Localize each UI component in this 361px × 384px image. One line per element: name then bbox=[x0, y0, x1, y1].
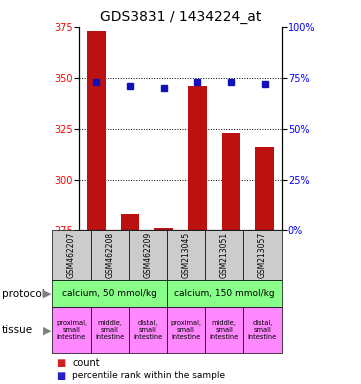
Text: middle,
small
intestine: middle, small intestine bbox=[95, 320, 124, 340]
Bar bbox=[222, 133, 240, 230]
Text: protocol: protocol bbox=[2, 289, 44, 299]
Text: GSM462209: GSM462209 bbox=[143, 232, 152, 278]
Text: ■: ■ bbox=[56, 371, 65, 381]
Text: middle,
small
intestine: middle, small intestine bbox=[210, 320, 239, 340]
Text: count: count bbox=[72, 358, 100, 368]
Text: GSM213057: GSM213057 bbox=[258, 232, 267, 278]
Text: GSM213051: GSM213051 bbox=[220, 232, 229, 278]
Text: proximal,
small
intestine: proximal, small intestine bbox=[56, 320, 87, 340]
Text: ■: ■ bbox=[56, 358, 65, 368]
Text: percentile rank within the sample: percentile rank within the sample bbox=[72, 371, 225, 380]
Text: calcium, 150 mmol/kg: calcium, 150 mmol/kg bbox=[174, 289, 275, 298]
Text: tissue: tissue bbox=[2, 325, 33, 335]
Text: GSM462208: GSM462208 bbox=[105, 232, 114, 278]
Text: distal,
small
intestine: distal, small intestine bbox=[133, 320, 162, 340]
Text: ▶: ▶ bbox=[43, 325, 52, 335]
Text: ▶: ▶ bbox=[43, 289, 52, 299]
Text: proximal,
small
intestine: proximal, small intestine bbox=[170, 320, 201, 340]
Text: GSM462207: GSM462207 bbox=[67, 232, 76, 278]
Text: calcium, 50 mmol/kg: calcium, 50 mmol/kg bbox=[62, 289, 157, 298]
Bar bbox=[121, 214, 139, 230]
Bar bbox=[155, 228, 173, 230]
Text: GDS3831 / 1434224_at: GDS3831 / 1434224_at bbox=[100, 10, 261, 23]
Bar bbox=[188, 86, 206, 230]
Text: GSM213045: GSM213045 bbox=[182, 232, 191, 278]
Text: distal,
small
intestine: distal, small intestine bbox=[248, 320, 277, 340]
Bar bbox=[87, 31, 105, 230]
Bar bbox=[256, 147, 274, 230]
